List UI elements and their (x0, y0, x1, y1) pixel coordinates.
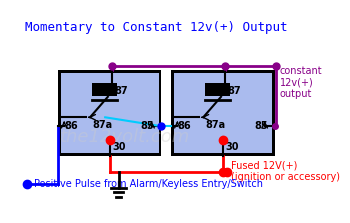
Text: 85: 85 (254, 121, 268, 131)
Text: Positive Pulse from Alarm/Keyless Entry/Switch: Positive Pulse from Alarm/Keyless Entry/… (34, 179, 263, 189)
Text: 87: 87 (227, 86, 241, 95)
Text: constant
12v(+)
output: constant 12v(+) output (280, 66, 322, 99)
Text: 30: 30 (225, 142, 239, 152)
Text: the12volt.com: the12volt.com (60, 128, 190, 146)
Bar (58, 70, 161, 156)
Text: 85: 85 (141, 121, 154, 131)
Text: 87: 87 (114, 86, 128, 95)
Text: 86: 86 (177, 121, 191, 131)
Bar (61, 73, 159, 153)
Text: Momentary to Constant 12v(+) Output: Momentary to Constant 12v(+) Output (25, 21, 287, 34)
Text: 87a: 87a (92, 120, 113, 130)
Text: 87a: 87a (206, 120, 226, 130)
Text: 86: 86 (64, 121, 78, 131)
Bar (174, 73, 272, 153)
Text: Fused 12V(+)
(ignition or accessory): Fused 12V(+) (ignition or accessory) (231, 161, 340, 182)
Bar (171, 70, 274, 156)
Bar (92, 83, 117, 96)
Bar (205, 83, 230, 96)
Text: 30: 30 (112, 142, 126, 152)
